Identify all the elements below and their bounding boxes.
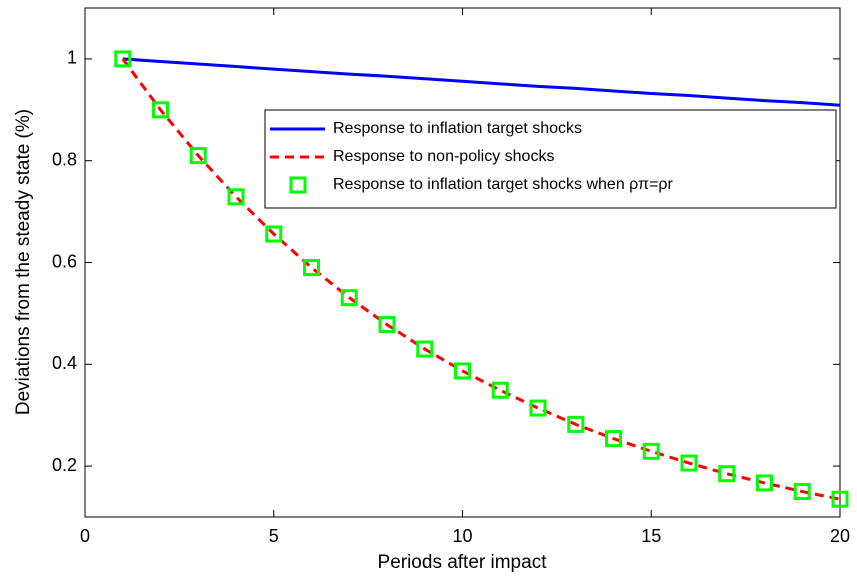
marker [454,362,471,380]
marker [227,188,245,206]
marker [680,454,698,472]
marker [793,483,811,501]
x-tick-label: 20 [830,526,850,546]
marker [605,430,622,448]
marker [642,442,660,460]
legend-label: Response to inflation target shocks when… [333,176,674,193]
plot-area [84,7,841,518]
marker [378,316,396,334]
marker [340,289,358,307]
marker [567,415,585,433]
legend-swatch [289,176,307,194]
legend-box [264,109,837,209]
marker [303,259,320,277]
y-axis-label: Deviations from the steady state (%) [13,109,34,415]
y-tick-label: 0.6 [52,251,77,271]
marker [718,465,736,483]
marker [416,340,434,358]
x-tick-label: 10 [452,526,472,546]
marker [756,474,773,492]
marker [265,225,283,243]
marker [491,381,509,399]
marker [529,399,547,417]
marker [152,101,169,119]
legend-label: Response to non-policy shocks [333,148,554,165]
x-axis-label: Periods after impact [378,552,548,573]
series-line [122,57,841,107]
y-tick-label: 0.4 [52,353,77,373]
y-tick-label: 0.8 [52,149,77,169]
x-tick-label: 0 [80,526,90,546]
legend-label: Response to inflation target shocks [333,120,582,137]
y-tick-label: 0.2 [52,455,77,475]
marker [114,50,132,68]
y-tick-label: 1 [67,48,77,68]
marker [189,147,207,165]
x-tick-label: 15 [641,526,661,546]
marker [831,490,849,508]
x-tick-label: 5 [269,526,279,546]
